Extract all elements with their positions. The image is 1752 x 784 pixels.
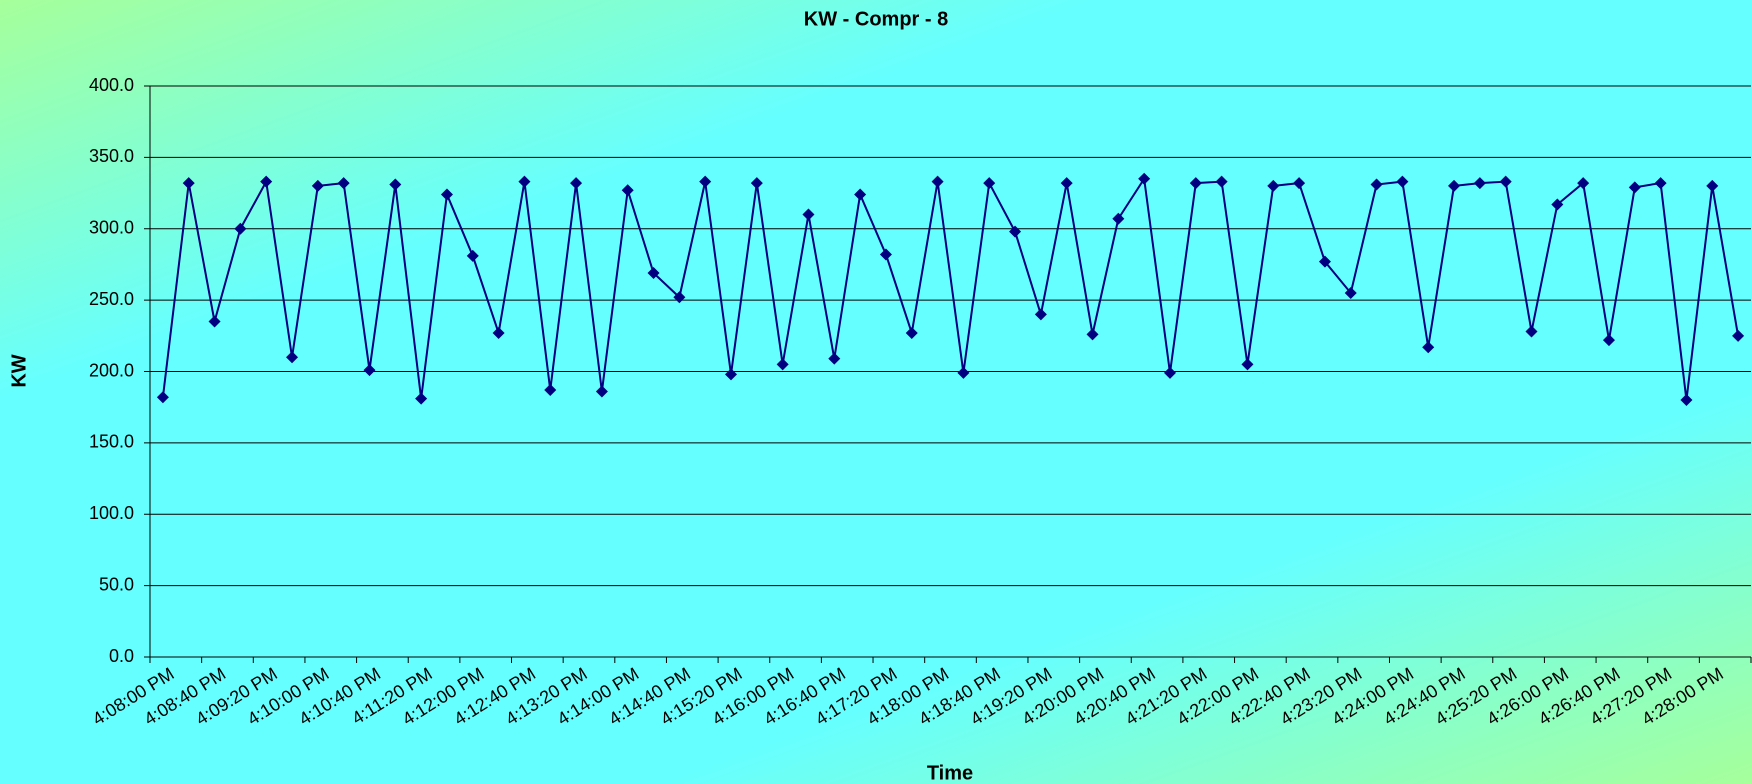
y-tick-label: 300.0	[89, 218, 134, 238]
marker	[621, 184, 634, 197]
y-tick-label: 350.0	[89, 146, 134, 166]
marker	[879, 248, 892, 261]
marker	[1525, 325, 1538, 338]
marker	[156, 391, 169, 404]
marker	[1448, 179, 1461, 192]
marker	[182, 177, 195, 190]
marker	[828, 352, 841, 365]
y-tick-label: 200.0	[89, 360, 134, 380]
marker	[1422, 341, 1435, 354]
marker	[492, 326, 505, 339]
marker	[1009, 225, 1022, 238]
marker	[750, 177, 763, 190]
marker	[1318, 255, 1331, 268]
y-axis-label: KW	[8, 354, 30, 387]
marker	[1086, 328, 1099, 341]
marker	[415, 392, 428, 405]
marker	[1241, 358, 1254, 371]
line	[161, 175, 1740, 401]
marker	[1034, 308, 1047, 321]
marker	[1215, 175, 1228, 188]
marker	[1293, 177, 1306, 190]
marker	[647, 267, 660, 280]
marker	[931, 175, 944, 188]
marker	[311, 179, 324, 192]
marker	[1551, 198, 1564, 211]
marker	[699, 175, 712, 188]
marker	[1396, 175, 1409, 188]
x-axis-label: Time	[927, 762, 973, 784]
marker	[1654, 177, 1667, 190]
y-tick-label: 100.0	[89, 503, 134, 523]
marker	[544, 384, 557, 397]
marker	[1499, 175, 1512, 188]
marker	[1732, 329, 1745, 342]
marker	[1344, 286, 1357, 299]
marker	[234, 222, 247, 235]
marker	[1706, 179, 1719, 192]
marker	[1577, 177, 1590, 190]
y-tick-label: 50.0	[99, 574, 134, 594]
y-tick-label: 250.0	[89, 289, 134, 309]
marker	[389, 178, 402, 191]
marker	[518, 175, 531, 188]
marker	[570, 177, 583, 190]
y-tick-label: 150.0	[89, 432, 134, 452]
marker	[802, 208, 815, 221]
marker	[983, 177, 996, 190]
marker	[1602, 334, 1615, 347]
marker	[440, 188, 453, 201]
marker	[337, 177, 350, 190]
marker	[466, 249, 479, 262]
marker	[595, 385, 608, 398]
marker	[1680, 394, 1693, 407]
marker	[363, 364, 376, 377]
marker	[1138, 172, 1151, 185]
marker	[905, 326, 918, 339]
marker	[776, 358, 789, 371]
marker	[208, 315, 221, 328]
y-tick-label: 400.0	[89, 75, 134, 95]
marker	[1112, 212, 1125, 225]
y-tick-label: 0.0	[109, 646, 134, 666]
marker	[957, 366, 970, 379]
marker	[1628, 181, 1641, 194]
marker	[1163, 366, 1176, 379]
chart-title: KW - Compr - 8	[804, 8, 948, 30]
marker	[1189, 177, 1202, 190]
marker	[1267, 179, 1280, 192]
marker	[286, 351, 299, 364]
marker	[854, 188, 867, 201]
marker	[1060, 177, 1073, 190]
marker	[673, 291, 686, 304]
marker	[260, 175, 273, 188]
marker	[1370, 178, 1383, 191]
marker	[725, 368, 738, 381]
marker	[1473, 177, 1486, 190]
